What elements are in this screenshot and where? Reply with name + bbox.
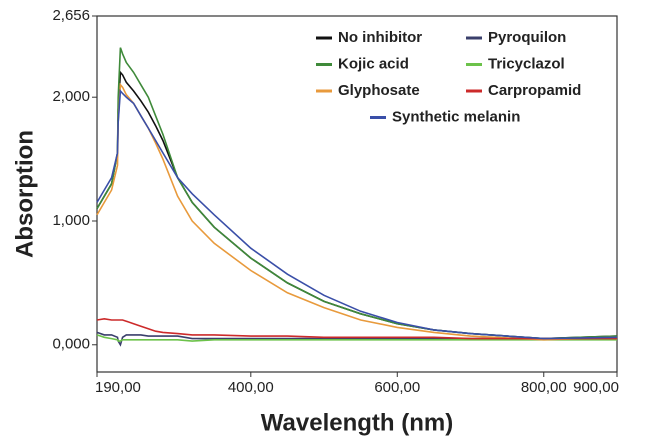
x-axis-label: Wavelength (nm) xyxy=(261,409,453,436)
y-tick-label: 1,000 xyxy=(52,212,90,229)
legend-label: Carpropamid xyxy=(488,82,581,99)
x-tick-label: 400,00 xyxy=(228,379,274,396)
legend-label: Synthetic melanin xyxy=(392,108,520,125)
y-axis-label: Absorption xyxy=(11,130,38,258)
legend-label: Tricyclazol xyxy=(488,55,565,72)
y-tick-label: 0,000 xyxy=(52,336,90,353)
x-tick-label: 800,00 xyxy=(521,379,567,396)
plot-frame xyxy=(96,15,618,373)
legend-label: Kojic acid xyxy=(338,55,409,72)
y-tick-label: 2,000 xyxy=(52,88,90,105)
legend-label: Glyphosate xyxy=(338,82,420,99)
data-line xyxy=(96,82,618,341)
y-tick-label: 2,656 xyxy=(52,7,90,24)
data-line xyxy=(96,89,618,340)
data-line xyxy=(96,334,617,342)
legend-label: Pyroquilon xyxy=(488,29,566,46)
x-tick-label: 900,00 xyxy=(573,379,619,396)
data-line xyxy=(96,70,618,340)
x-tick-label: 600,00 xyxy=(374,379,420,396)
data-line xyxy=(96,317,617,340)
legend-label: No inhibitor xyxy=(338,29,422,46)
x-tick-label: 190,00 xyxy=(95,379,141,396)
data-line xyxy=(96,47,618,340)
